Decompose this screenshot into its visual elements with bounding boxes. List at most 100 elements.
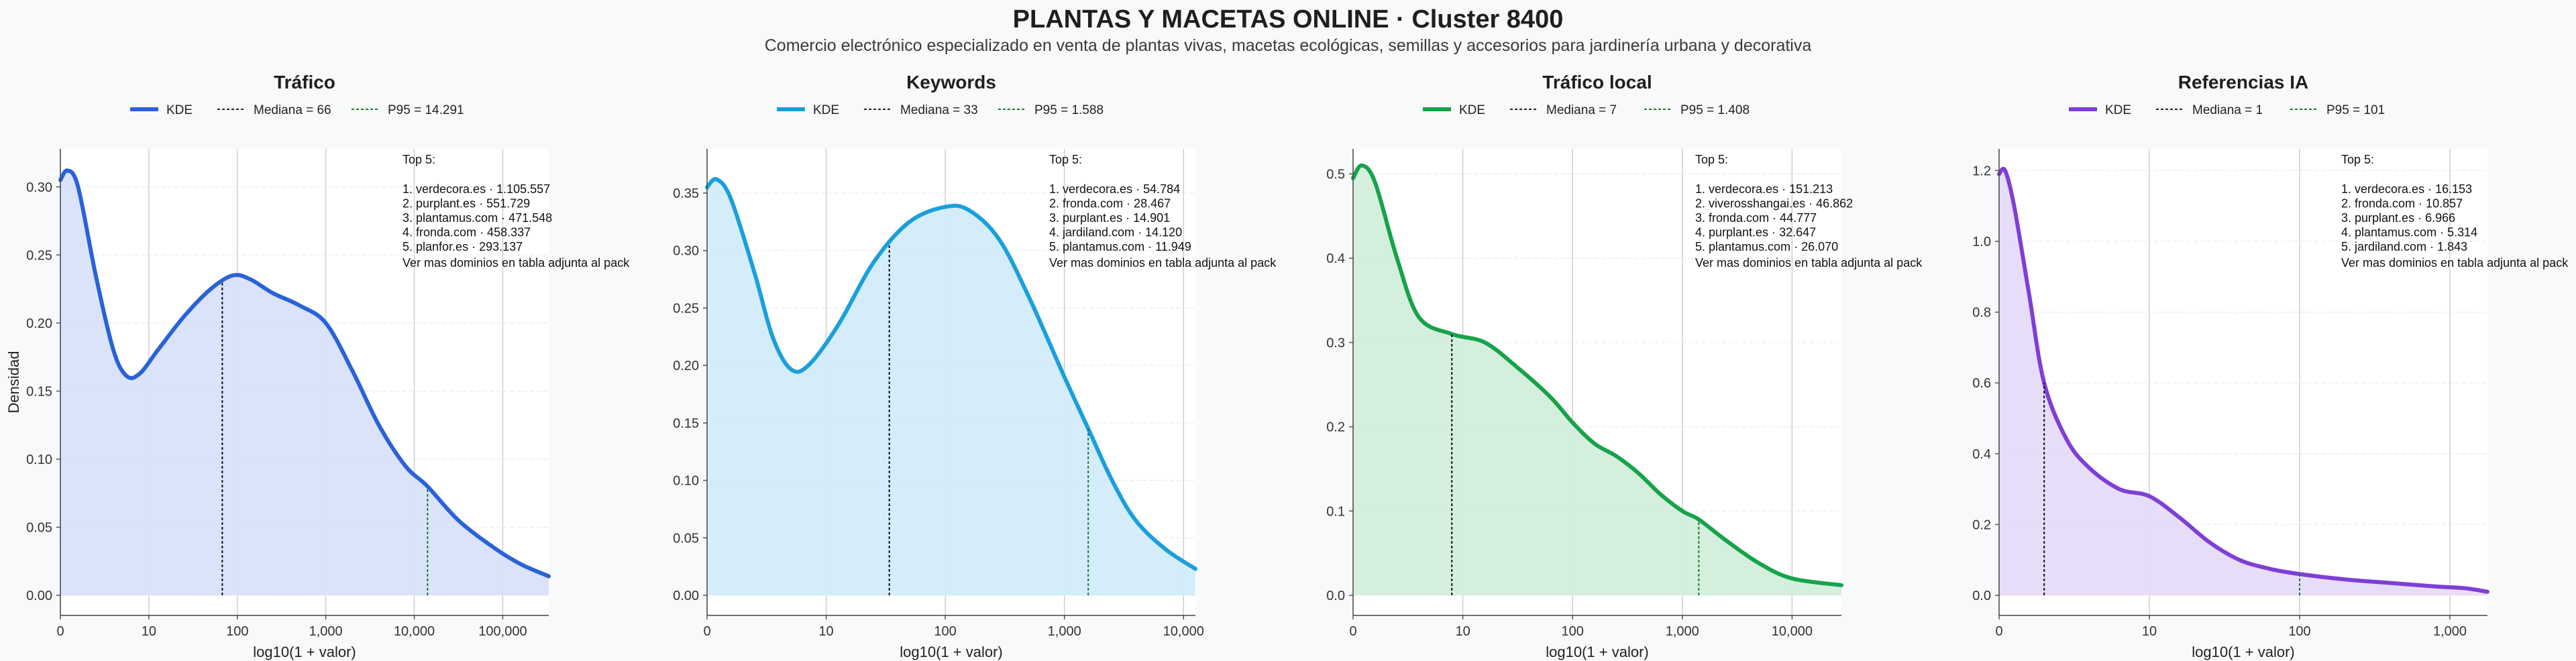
y-tick-label: 0.30 bbox=[26, 180, 52, 195]
top5-item: 3. purplant.es · 6.966 bbox=[2341, 211, 2455, 225]
y-tick-label: 0.6 bbox=[1972, 376, 1991, 391]
x-tick-label: 0 bbox=[56, 624, 64, 639]
y-tick-label: 0.1 bbox=[1326, 504, 1345, 519]
x-tick-label: 10 bbox=[142, 624, 156, 639]
y-tick-label: 0.10 bbox=[673, 474, 699, 489]
top5-item: 4. fronda.com · 458.337 bbox=[402, 226, 531, 239]
y-tick-label: 0.10 bbox=[26, 453, 52, 467]
top5-title: Top 5: bbox=[1695, 153, 1728, 166]
top5-item: 4. purplant.es · 32.647 bbox=[1695, 226, 1816, 239]
x-axis-label: log10(1 + valor) bbox=[900, 644, 1002, 660]
y-tick-label: 0.20 bbox=[673, 359, 699, 373]
y-tick-label: 1.2 bbox=[1972, 164, 1991, 178]
top5-item: 1. verdecora.es · 1.105.557 bbox=[402, 182, 550, 196]
x-tick-label: 0 bbox=[703, 624, 710, 639]
kde-fill bbox=[1353, 165, 1841, 595]
top5-title: Top 5: bbox=[402, 153, 435, 166]
x-tick-label: 10 bbox=[818, 624, 833, 639]
y-tick-label: 0.0 bbox=[1972, 589, 1991, 603]
chart-title: Keywords bbox=[906, 72, 996, 93]
x-tick-label: 10,000 bbox=[1163, 624, 1204, 639]
x-tick-label: 0 bbox=[1349, 624, 1356, 639]
y-tick-label: 0.25 bbox=[673, 301, 699, 316]
y-tick-label: 0.3 bbox=[1326, 336, 1345, 351]
x-tick-label: 10,000 bbox=[394, 624, 435, 639]
top5-item: 3. purplant.es · 14.901 bbox=[1049, 211, 1170, 225]
top5-item: 5. planfor.es · 293.137 bbox=[402, 240, 523, 253]
legend-label-p95: P95 = 14.291 bbox=[388, 103, 464, 117]
y-tick-label: 0.4 bbox=[1326, 251, 1345, 266]
legend-label-p95: P95 = 101 bbox=[2326, 103, 2385, 117]
legend-label-p95: P95 = 1.408 bbox=[1680, 103, 1750, 117]
top5-item: 5. plantamus.com · 26.070 bbox=[1695, 240, 1838, 253]
y-tick-label: 0.05 bbox=[26, 520, 52, 535]
y-tick-label: 0.8 bbox=[1972, 306, 1991, 320]
y-tick-label: 0.15 bbox=[673, 416, 699, 431]
legend-label-median: Mediana = 1 bbox=[2192, 103, 2263, 117]
top5-title: Top 5: bbox=[2341, 153, 2374, 166]
kde-line bbox=[1351, 163, 1843, 587]
y-tick-label: 0.4 bbox=[1972, 447, 1991, 462]
chart-panel-1: Tráfico KDE Mediana = 66 P95 = 14.291 0.00 0.… bbox=[5, 72, 630, 660]
y-tick-label: 0.05 bbox=[673, 531, 699, 546]
y-tick-label: 0.30 bbox=[673, 244, 699, 259]
y-tick-label: 0.2 bbox=[1972, 518, 1991, 532]
legend-label-kde: KDE bbox=[2105, 103, 2131, 117]
x-tick-label: 1,000 bbox=[2433, 624, 2467, 639]
x-tick-label: 1,000 bbox=[309, 624, 343, 639]
top5-item: 2. purplant.es · 551.729 bbox=[402, 197, 530, 211]
x-tick-label: 1,000 bbox=[1048, 624, 1081, 639]
y-tick-label: 0.15 bbox=[26, 384, 52, 399]
x-axis-label: log10(1 + valor) bbox=[253, 644, 356, 660]
x-tick-label: 10 bbox=[2142, 624, 2157, 639]
x-tick-label: 100 bbox=[1562, 624, 1584, 639]
kde-line bbox=[1997, 166, 2489, 594]
x-tick-label: 10,000 bbox=[1772, 624, 1813, 639]
kde-fill bbox=[707, 179, 1195, 596]
top5-note: Ver mas dominios en tabla adjunta al pac… bbox=[402, 256, 630, 269]
y-tick-label: 0.00 bbox=[673, 589, 699, 603]
y-tick-label: 0.25 bbox=[26, 248, 52, 263]
y-tick-label: 0.00 bbox=[26, 589, 52, 603]
x-axis-label: log10(1 + valor) bbox=[2192, 644, 2294, 660]
y-tick-label: 0.2 bbox=[1326, 420, 1345, 435]
top5-note: Ver mas dominios en tabla adjunta al pac… bbox=[2341, 256, 2569, 269]
page-title: PLANTAS Y MACETAS ONLINE · Cluster 8400 bbox=[1012, 5, 1564, 34]
chart-title: Tráfico local bbox=[1542, 72, 1652, 93]
kde-line bbox=[58, 168, 551, 579]
chart-panel-3: Tráfico local KDE Mediana = 7 P95 = 1.408 0.… bbox=[1326, 72, 1923, 660]
chart-panel-2: Keywords KDE Mediana = 33 P95 = 1.588 0.00 0.… bbox=[673, 72, 1277, 660]
chart-panel-4: Referencias IA KDE Mediana = 1 P95 = 101 0.0… bbox=[1972, 72, 2569, 660]
top5-note: Ver mas dominios en tabla adjunta al pac… bbox=[1695, 256, 1923, 269]
y-tick-label: 0.5 bbox=[1326, 167, 1345, 182]
x-tick-label: 0 bbox=[1995, 624, 2002, 639]
y-axis-label: Densidad bbox=[5, 351, 22, 414]
top5-item: 4. plantamus.com · 5.314 bbox=[2341, 226, 2477, 239]
y-tick-label: 0.0 bbox=[1326, 589, 1345, 603]
legend-label-p95: P95 = 1.588 bbox=[1034, 103, 1104, 117]
legend-label-median: Mediana = 33 bbox=[900, 103, 978, 117]
y-tick-label: 0.20 bbox=[26, 316, 52, 331]
x-axis-label: log10(1 + valor) bbox=[1546, 644, 1648, 660]
legend-label-kde: KDE bbox=[813, 103, 839, 117]
x-tick-label: 100 bbox=[934, 624, 956, 639]
legend-label-kde: KDE bbox=[1459, 103, 1485, 117]
kde-fill bbox=[1999, 168, 2487, 595]
x-tick-label: 1,000 bbox=[1666, 624, 1699, 639]
top5-item: 1. verdecora.es · 16.153 bbox=[2341, 182, 2472, 196]
top5-item: 2. fronda.com · 28.467 bbox=[1049, 197, 1171, 211]
x-tick-label: 100,000 bbox=[478, 624, 527, 639]
top5-item: 1. verdecora.es · 54.784 bbox=[1049, 182, 1180, 196]
top5-item: 3. fronda.com · 44.777 bbox=[1695, 211, 1817, 225]
top5-item: 5. plantamus.com · 11.949 bbox=[1049, 240, 1191, 253]
legend-label-median: Mediana = 7 bbox=[1546, 103, 1617, 117]
kde-line bbox=[705, 177, 1197, 571]
chart-title: Tráfico bbox=[274, 72, 335, 93]
top5-title: Top 5: bbox=[1049, 153, 1082, 166]
legend-label-median: Mediana = 66 bbox=[254, 103, 331, 117]
x-tick-label: 100 bbox=[226, 624, 248, 639]
y-tick-label: 0.35 bbox=[673, 186, 699, 201]
top5-item: 5. jardiland.com · 1.843 bbox=[2341, 240, 2467, 253]
top5-note: Ver mas dominios en tabla adjunta al pac… bbox=[1049, 256, 1277, 269]
x-tick-label: 10 bbox=[1455, 624, 1470, 639]
